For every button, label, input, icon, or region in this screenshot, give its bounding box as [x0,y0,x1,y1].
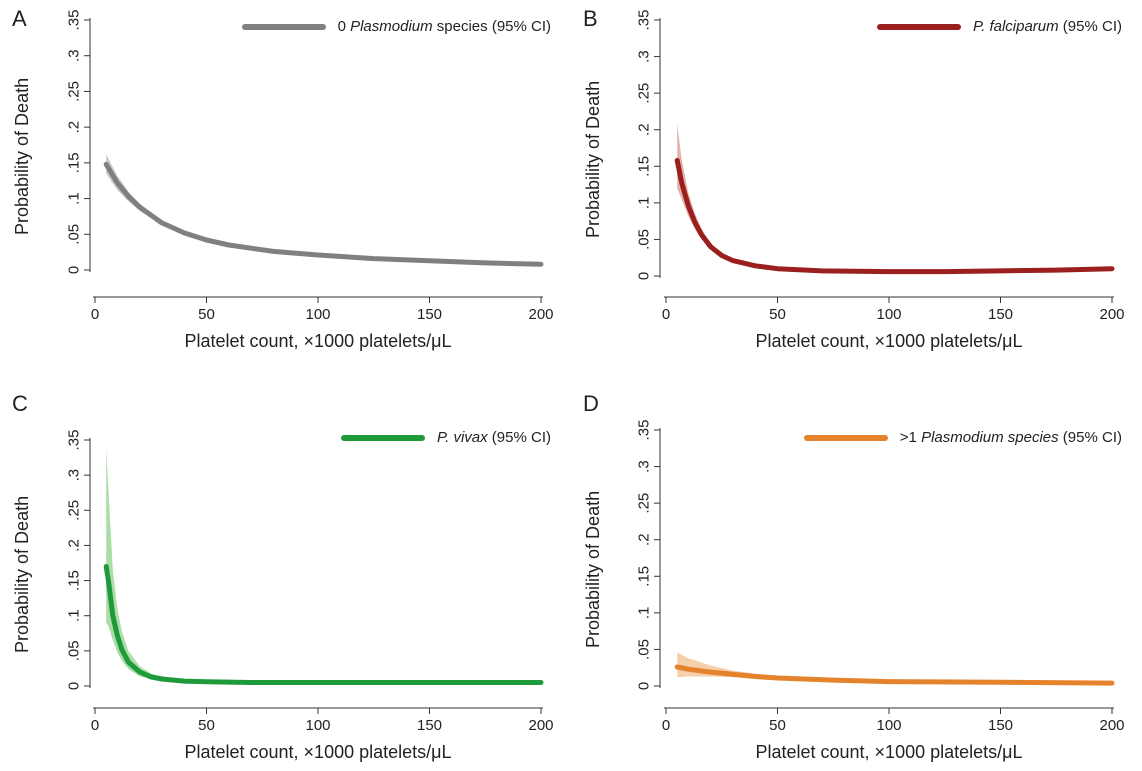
series-line [674,664,1115,686]
y-tick-label: .1 [636,197,653,210]
legend-swatch [877,24,962,31]
y-tick-label: 0 [66,266,83,274]
x-tick-label: 0 [91,306,99,323]
series-line [674,157,1115,275]
legend-label: >1 Plasmodium species (95% CI) [899,429,1122,446]
x-axis-label: Platelet count, ×1000 platelets/μL [755,331,1023,351]
x-tick-label: 200 [1099,717,1124,734]
y-tick-label: .15 [66,570,83,591]
legend: P. falciparum (95% CI) [877,18,1122,35]
legend-swatch [241,24,326,31]
y-tick-label: .05 [66,224,83,245]
y-tick-label: .25 [636,83,653,104]
y-tick-label: .15 [636,566,653,587]
panel-d: D 0 .05 .1 .15 .2 .25 .3 .35 0 50 100 150 200 Probab… [571,385,1142,771]
x-tick-label: 0 [662,717,670,734]
chart-svg: 0 .05 .1 .15 .2 .25 .3 .35 0 50 100 150 200 [66,10,554,323]
y-tick-label: .05 [636,639,653,660]
y-tick-label: .1 [66,192,83,205]
x-tick-label: 50 [769,717,786,734]
y-tick-label: .1 [66,609,83,622]
x-tick-label: 150 [988,717,1013,734]
y-tick-label: .25 [66,81,83,102]
legend: 0 Plasmodium species (95% CI) [241,18,551,35]
panel-c: C 0 .05 .1 .15 .2 .25 .3 .35 0 50 100 150 200 Probab… [0,385,571,771]
panel-letter: D [583,391,599,416]
chart-svg: 0 .05 .1 .15 .2 .25 .3 .35 0 50 100 150 200 [636,420,1125,734]
x-tick-label: 100 [876,717,901,734]
legend: P. vivax (95% CI) [341,429,551,446]
x-tick-label: 200 [528,306,553,323]
x-tick-label: 0 [662,306,670,323]
legend-swatch [341,435,426,442]
x-axis-label: Platelet count, ×1000 platelets/μL [184,331,452,351]
y-tick-label: .25 [66,500,83,521]
y-tick-label: .3 [66,469,83,482]
y-tick-label: .35 [66,10,83,31]
x-tick-label: 150 [417,306,442,323]
y-tick-label: .15 [66,152,83,173]
x-axis-label: Platelet count, ×1000 platelets/μL [755,742,1023,762]
x-tick-label: 100 [305,306,330,323]
y-tick-label: .35 [66,430,83,451]
x-tick-label: 200 [528,717,553,734]
y-tick-label: 0 [636,272,653,280]
y-tick-label: .3 [636,460,653,473]
legend: >1 Plasmodium species (95% CI) [803,429,1122,446]
ci-band [677,652,1112,684]
x-tick-label: 100 [305,717,330,734]
legend-label: P. falciparum (95% CI) [973,18,1122,35]
x-tick-label: 50 [198,717,215,734]
y-tick-label: .35 [636,10,653,31]
y-axis-label: Probability of Death [12,77,32,235]
y-tick-label: 0 [636,682,653,690]
legend-label: P. vivax (95% CI) [437,429,551,446]
y-tick-label: .2 [66,539,83,552]
ci-band [677,123,1112,273]
x-tick-label: 0 [91,717,99,734]
y-axis-label: Probability of Death [583,490,603,648]
chart-svg: 0 .05 .1 .15 .2 .25 .3 .35 0 50 100 150 200 [636,10,1125,323]
x-tick-label: 150 [988,306,1013,323]
y-tick-label: .1 [636,607,653,620]
y-axis-label: Probability of Death [12,495,32,653]
x-tick-label: 50 [769,306,786,323]
y-tick-label: .15 [636,156,653,177]
y-tick-label: .25 [636,493,653,514]
y-tick-label: .2 [66,121,83,134]
series-line [103,564,544,685]
y-tick-label: .05 [636,229,653,250]
y-tick-label: .35 [636,420,653,441]
y-tick-label: .2 [636,123,653,136]
panel-letter: B [583,6,598,31]
legend-label: 0 Plasmodium species (95% CI) [337,18,551,35]
x-axis-label: Platelet count, ×1000 platelets/μL [184,742,452,762]
x-tick-label: 200 [1099,306,1124,323]
series-line [103,161,544,267]
x-tick-label: 100 [876,306,901,323]
y-tick-label: .2 [636,533,653,546]
y-tick-label: .3 [636,50,653,63]
x-tick-label: 50 [198,306,215,323]
chart-svg: 0 .05 .1 .15 .2 .25 .3 .35 0 50 100 150 200 [66,430,554,734]
panel-b: B 0 .05 .1 .15 .2 .25 .3 .35 0 50 100 150 200 Probab… [571,0,1142,385]
y-tick-label: 0 [66,682,83,690]
ci-band [106,154,541,265]
legend-swatch [803,435,888,442]
y-tick-label: .3 [66,49,83,62]
panel-a: A 0 .05 .1 .15 .2 .25 .3 .35 0 50 100 150 200 Probab… [0,0,571,385]
panel-letter: A [12,6,27,31]
panel-letter: C [12,391,28,416]
ci-band [106,448,541,684]
y-axis-label: Probability of Death [583,80,603,238]
x-tick-label: 150 [417,717,442,734]
y-tick-label: .05 [66,640,83,661]
